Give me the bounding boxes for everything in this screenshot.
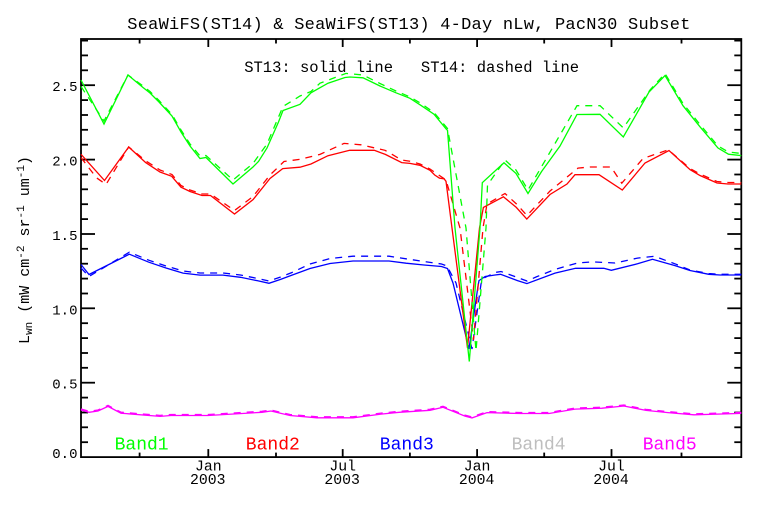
svg-text:Band2: Band2 [246, 435, 300, 455]
svg-text:Jul: Jul [329, 460, 356, 476]
svg-text:Lwn (mW cm-2 sr-1 um-1): Lwn (mW cm-2 sr-1 um-1) [16, 156, 36, 344]
svg-text:Band5: Band5 [643, 435, 697, 455]
svg-text:2003: 2003 [190, 473, 226, 489]
svg-text:2004: 2004 [459, 473, 495, 489]
svg-text:Band1: Band1 [115, 435, 169, 455]
svg-text:1.5: 1.5 [52, 229, 77, 245]
svg-text:0.5: 0.5 [52, 378, 77, 394]
svg-text:Band4: Band4 [512, 435, 566, 455]
svg-text:Jan: Jan [464, 460, 491, 476]
svg-text:Jul: Jul [598, 460, 625, 476]
svg-text:Band3: Band3 [380, 435, 434, 455]
svg-text:0.0: 0.0 [52, 447, 77, 463]
svg-text:2003: 2003 [324, 473, 360, 489]
svg-text:2.5: 2.5 [52, 80, 77, 96]
svg-text:1.0: 1.0 [52, 303, 77, 319]
svg-text:2004: 2004 [593, 473, 629, 489]
svg-text:Jan: Jan [195, 460, 222, 476]
svg-text:SeaWiFS(ST14) & SeaWiFS(ST13): SeaWiFS(ST14) & SeaWiFS(ST13) 4-Day nLw,… [127, 16, 690, 35]
svg-text:2.0: 2.0 [52, 155, 77, 171]
svg-text:ST13: solid line ST14: dashe: ST13: solid line ST14: dashed line [244, 59, 579, 77]
